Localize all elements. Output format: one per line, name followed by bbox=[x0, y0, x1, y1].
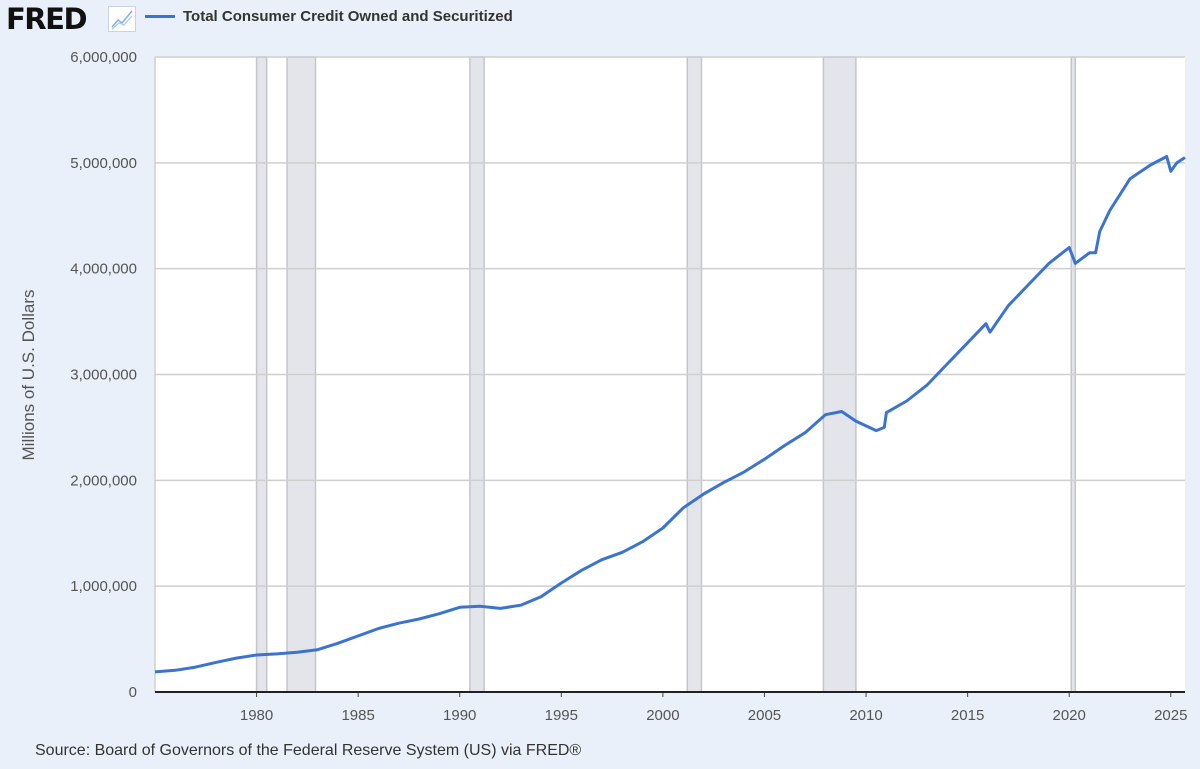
x-tick-label: 2020 bbox=[1053, 707, 1086, 724]
x-tick-label: 1980 bbox=[240, 707, 273, 724]
fred-logo: FRED bbox=[6, 2, 88, 36]
y-tick-label: 1,000,000 bbox=[70, 578, 137, 595]
series-line bbox=[154, 155, 1186, 674]
x-tick-label: 2000 bbox=[646, 707, 679, 724]
y-tick-label: 6,000,000 bbox=[70, 49, 137, 66]
source-note: Source: Board of Governors of the Federa… bbox=[35, 742, 582, 759]
x-tick-label: 2010 bbox=[849, 707, 882, 724]
x-tick-label: 1995 bbox=[545, 707, 578, 724]
y-tick-label: 2,000,000 bbox=[70, 472, 137, 489]
y-tick-label: 3,000,000 bbox=[70, 367, 137, 384]
y-tick-label: 5,000,000 bbox=[70, 155, 137, 172]
legend-label: Total Consumer Credit Owned and Securiti… bbox=[183, 8, 513, 25]
legend-swatch bbox=[145, 15, 175, 18]
legend[interactable]: Total Consumer Credit Owned and Securiti… bbox=[145, 8, 513, 25]
y-tick-label: 0 bbox=[129, 684, 137, 701]
y-tick-label: 4,000,000 bbox=[70, 261, 137, 278]
x-tick-label: 2015 bbox=[951, 707, 984, 724]
x-tick-label: 2005 bbox=[748, 707, 781, 724]
x-tick-label: 2025 bbox=[1154, 707, 1187, 724]
chart-trend-icon bbox=[108, 6, 136, 32]
y-axis-label: Millions of U.S. Dollars bbox=[19, 290, 38, 461]
x-tick-label: 1990 bbox=[443, 707, 476, 724]
x-tick-label: 1985 bbox=[341, 707, 374, 724]
